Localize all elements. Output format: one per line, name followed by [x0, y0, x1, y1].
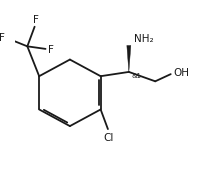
- Text: F: F: [48, 45, 54, 55]
- Text: F: F: [0, 33, 5, 43]
- Text: Cl: Cl: [104, 133, 114, 143]
- Text: OH: OH: [173, 68, 189, 78]
- Text: F: F: [33, 15, 39, 25]
- Polygon shape: [127, 45, 131, 72]
- Text: NH₂: NH₂: [134, 34, 154, 44]
- Text: &1: &1: [131, 73, 141, 79]
